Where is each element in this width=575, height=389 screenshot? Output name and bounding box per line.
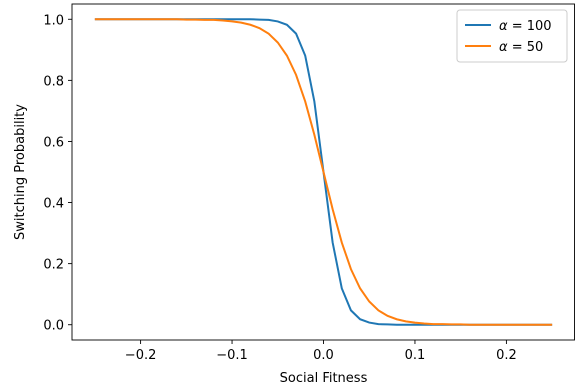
x-axis-label: Social Fitness	[280, 371, 368, 386]
y-tick-label: 0.8	[43, 74, 64, 89]
legend: α = 100 α = 50	[456, 9, 568, 63]
series-line-1	[94, 18, 553, 326]
y-tick-label: 0.2	[43, 258, 64, 273]
legend-box	[456, 9, 568, 63]
y-tick-label: 0.0	[43, 319, 64, 334]
x-tick-label: 0.2	[496, 348, 517, 363]
legend-label-1: α = 50	[499, 40, 543, 55]
x-tick-label: −0.2	[125, 348, 157, 363]
series-lines	[94, 18, 553, 326]
x-tick-label: −0.1	[216, 348, 248, 363]
x-tick-label: 0.0	[313, 348, 334, 363]
y-tick-label: 0.4	[43, 197, 64, 212]
y-tick-label: 1.0	[43, 13, 64, 28]
x-tick-label: 0.1	[405, 348, 426, 363]
y-axis-label: Switching Probability	[13, 104, 28, 240]
legend-label-0: α = 100	[499, 19, 552, 34]
x-axis-ticks: −0.2 −0.1 0.0 0.1 0.2	[125, 340, 517, 363]
y-axis-ticks: 0.0 0.2 0.4 0.6 0.8 1.0	[43, 13, 72, 334]
y-tick-label: 0.6	[43, 135, 64, 150]
